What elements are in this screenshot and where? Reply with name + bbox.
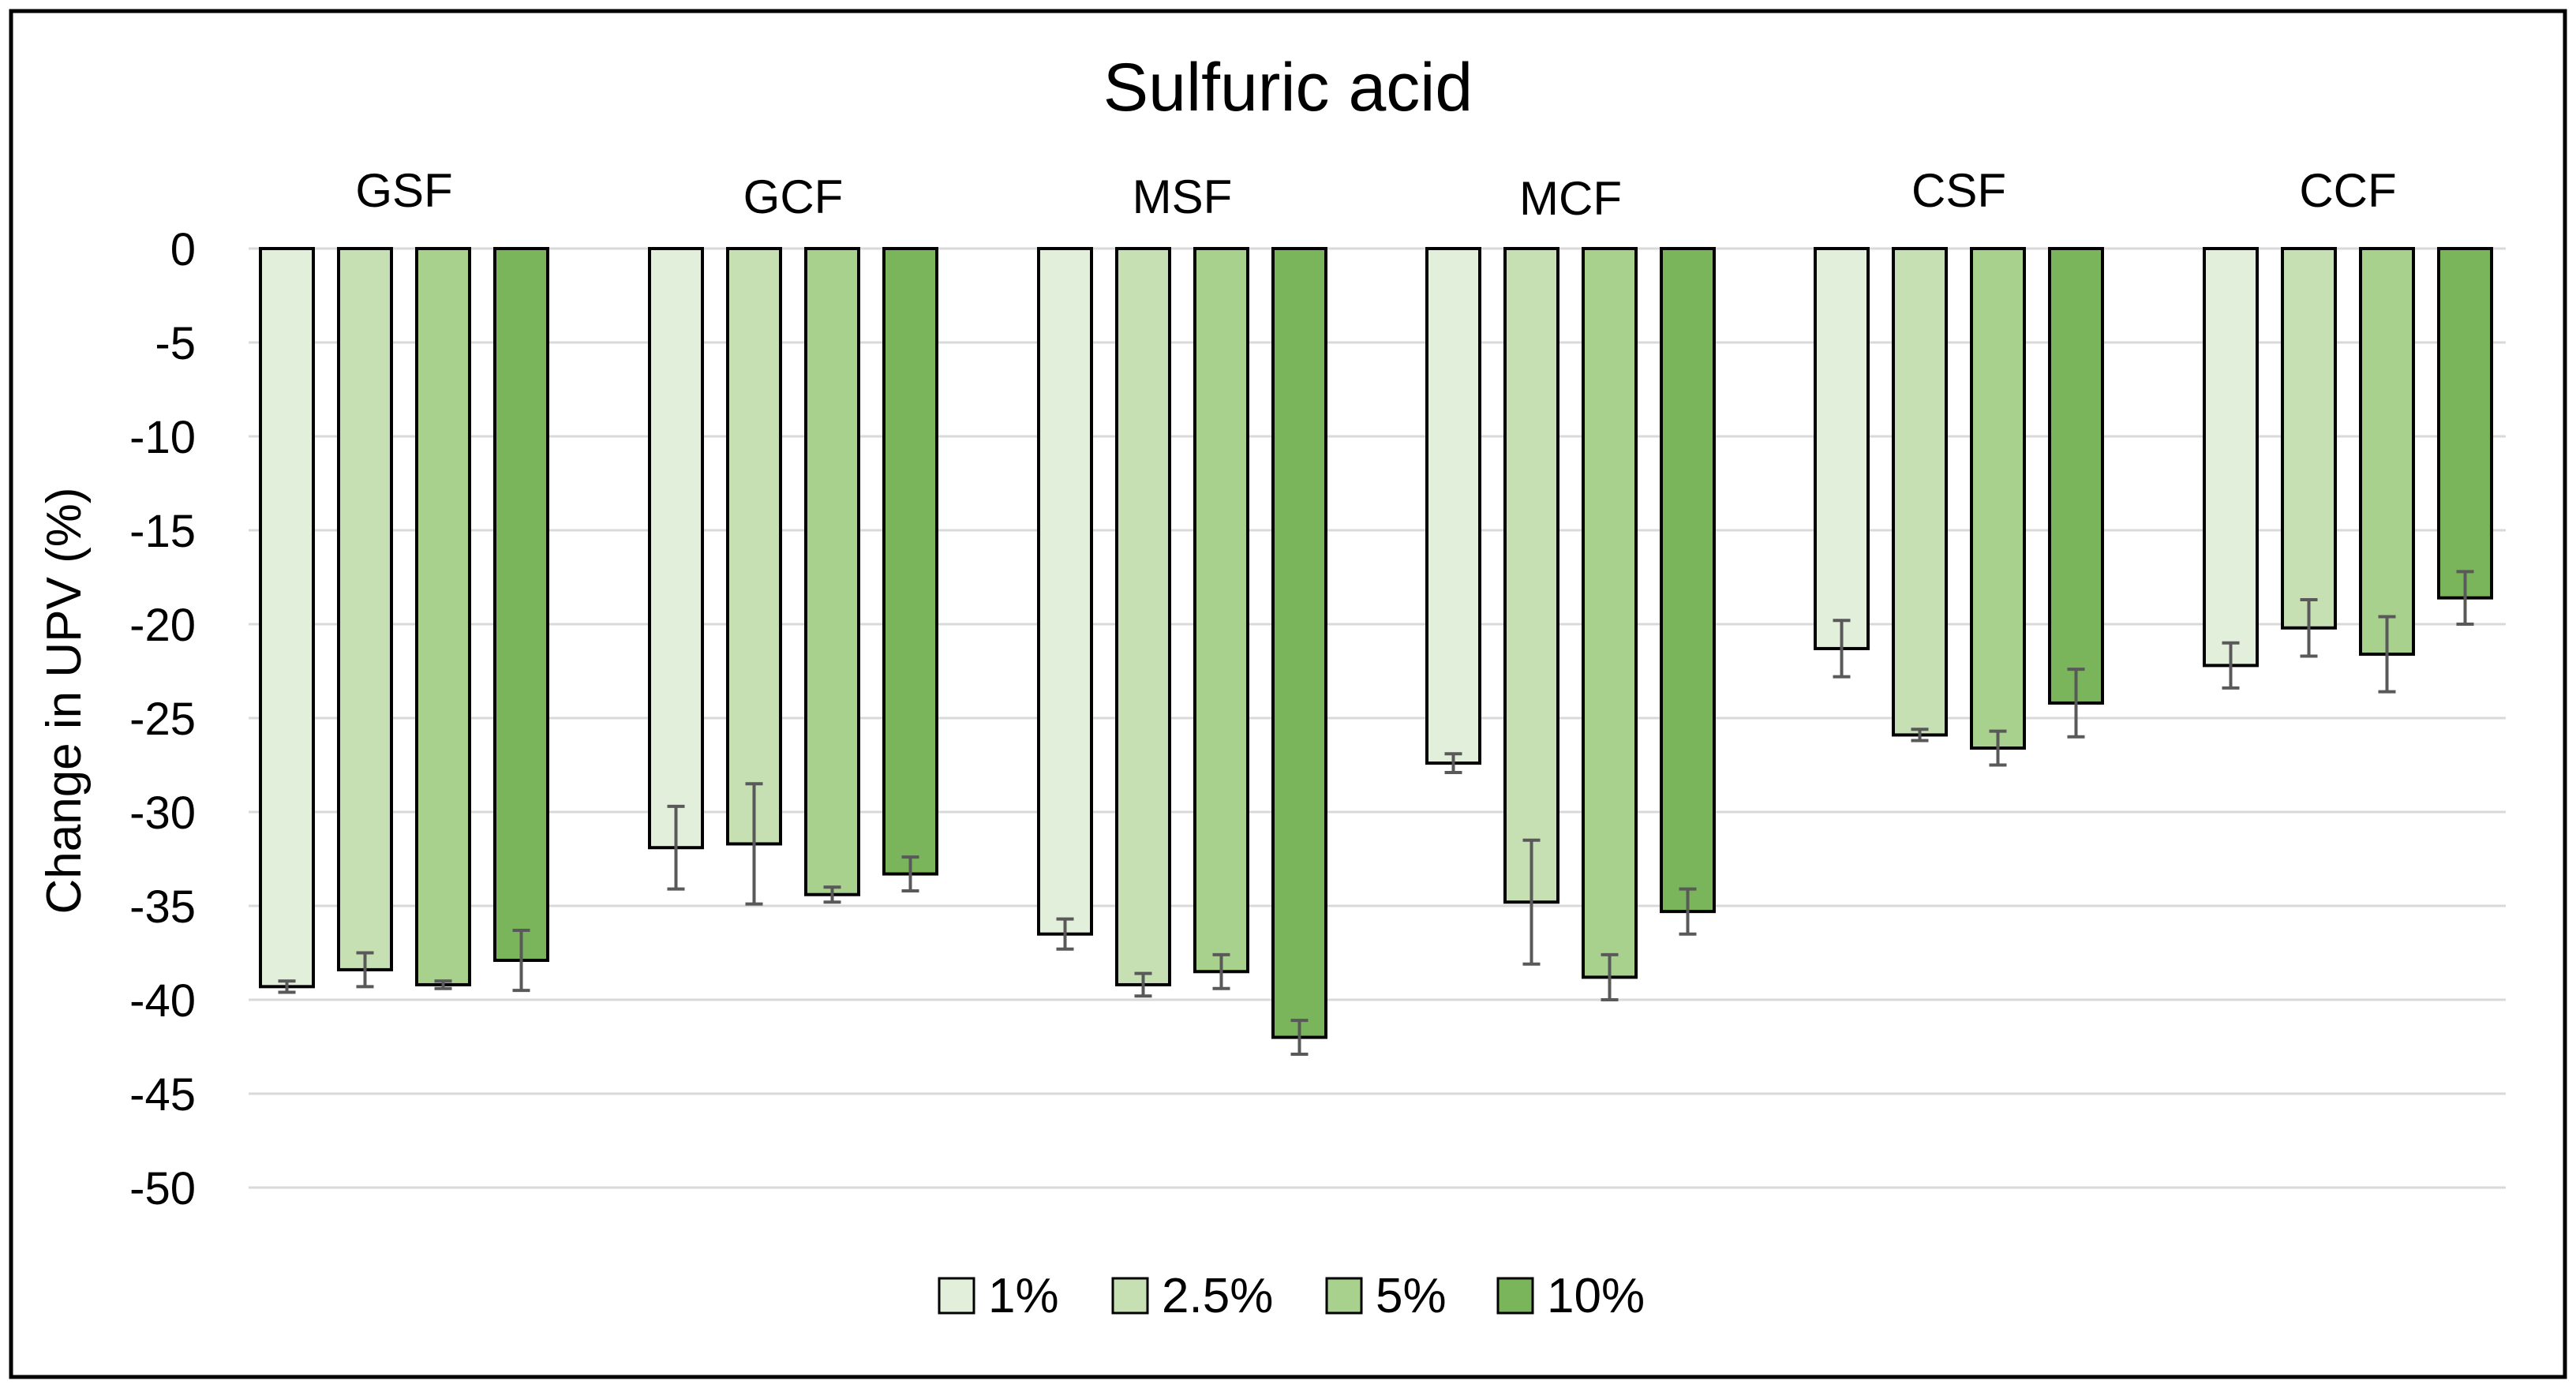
error-bars [278,570,2474,1057]
bars [259,247,2493,1039]
bar-ccf-1pct [2203,247,2259,668]
legend: 1% 2.5% 5% 10% [938,1269,1645,1323]
legend-label: 5% [1376,1269,1447,1323]
bar-ccf-10pct [2437,247,2493,600]
bar-ccf-2_5pct [2281,247,2337,630]
legend-label: 1% [988,1269,1059,1323]
bar-mcf-5pct [1582,247,1638,979]
legend-swatch [938,1277,975,1315]
bar-msf-1pct [1037,247,1093,936]
bar-gsf-2_5pct [337,247,393,971]
y-axis-label: Change in UPV (%) [37,487,92,914]
y-tick-label: -35 [129,881,196,933]
gridlines [249,247,2506,1189]
bar-csf-1pct [1814,247,1870,650]
bar-msf-5pct [1193,247,1249,974]
y-axis-ticks: 0 -5 -10 -15 -20 -25 -30 -35 -40 -45 -50 [129,224,196,1214]
y-tick-label: -5 [155,318,196,369]
bar-csf-2_5pct [1892,247,1948,737]
bar-gcf-10pct [882,247,938,876]
category-label: MCF [1519,172,1622,225]
bar-gcf-1pct [648,247,704,850]
y-tick-label: -20 [129,600,196,651]
bar-csf-10pct [2048,247,2104,705]
legend-label: 2.5% [1162,1269,1273,1323]
legend-label: 10% [1547,1269,1645,1323]
bar-gsf-1pct [259,247,315,989]
bar-gsf-5pct [415,247,471,986]
bar-msf-10pct [1271,247,1327,1039]
legend-swatch [1325,1277,1363,1315]
category-label: CCF [2299,164,2396,217]
legend-swatch [1496,1277,1534,1315]
y-tick-label: -45 [129,1069,196,1121]
bar-gcf-5pct [804,247,860,896]
bar-mcf-2_5pct [1503,247,1559,904]
bar-gcf-2_5pct [726,247,782,846]
bar-mcf-1pct [1425,247,1481,765]
chart-title: Sulfuric acid [1103,50,1473,125]
y-tick-label: -40 [129,975,196,1027]
category-label: GCF [743,170,844,223]
category-label: MSF [1133,170,1233,223]
bar-ccf-5pct [2359,247,2415,657]
y-tick-label: -10 [129,412,196,463]
category-label: CSF [1911,164,2006,217]
bar-msf-2_5pct [1115,247,1171,986]
legend-swatch [1111,1277,1149,1315]
y-tick-label: -25 [129,694,196,745]
bar-csf-5pct [1970,247,2026,750]
bar-mcf-10pct [1660,247,1716,914]
category-label: GSF [355,164,452,217]
y-tick-label: -15 [129,506,196,557]
category-labels: GSF GCF MSF MCF CSF CCF [355,164,2396,225]
bar-gsf-10pct [493,247,549,963]
y-tick-label: 0 [170,224,196,275]
y-tick-label: -50 [129,1163,196,1214]
y-tick-label: -30 [129,788,196,839]
